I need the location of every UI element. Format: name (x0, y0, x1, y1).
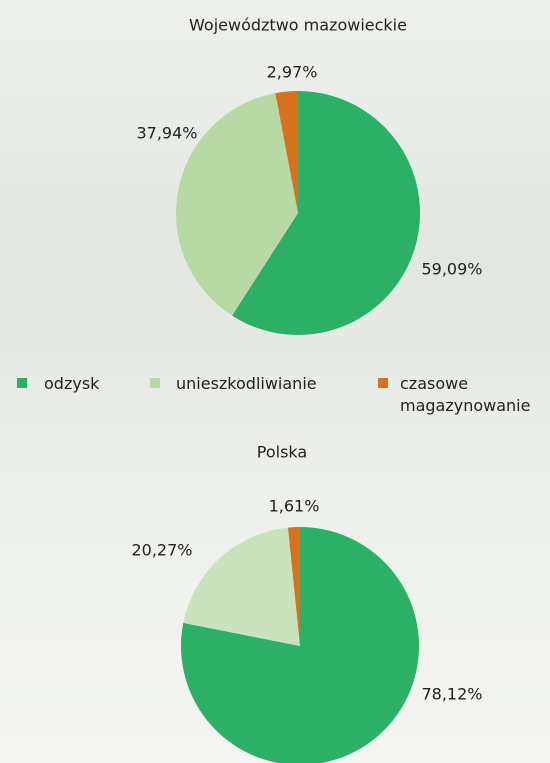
data-label: 78,12% (421, 685, 482, 704)
pie-slice (232, 91, 421, 335)
legend-label: czasowe magazynowanie (400, 374, 531, 415)
pie-slice (176, 93, 298, 316)
legend-label: unieszkodliwianie (176, 374, 317, 393)
chart-title: Polska (257, 443, 307, 462)
pie-slice (183, 527, 300, 646)
pie-slice (287, 527, 300, 646)
legend-swatch (17, 378, 27, 388)
data-label: 1,61% (269, 497, 320, 516)
data-label: 20,27% (131, 541, 192, 560)
pie-slice (181, 527, 419, 763)
pie-slice (275, 91, 298, 213)
data-label: 2,97% (267, 63, 318, 82)
chart-title: Województwo mazowieckie (189, 16, 407, 35)
data-label: 59,09% (421, 260, 482, 279)
data-label: 37,94% (136, 124, 197, 143)
legend-swatch (378, 378, 388, 388)
legend-swatch (150, 378, 160, 388)
legend-label: odzysk (44, 374, 100, 393)
